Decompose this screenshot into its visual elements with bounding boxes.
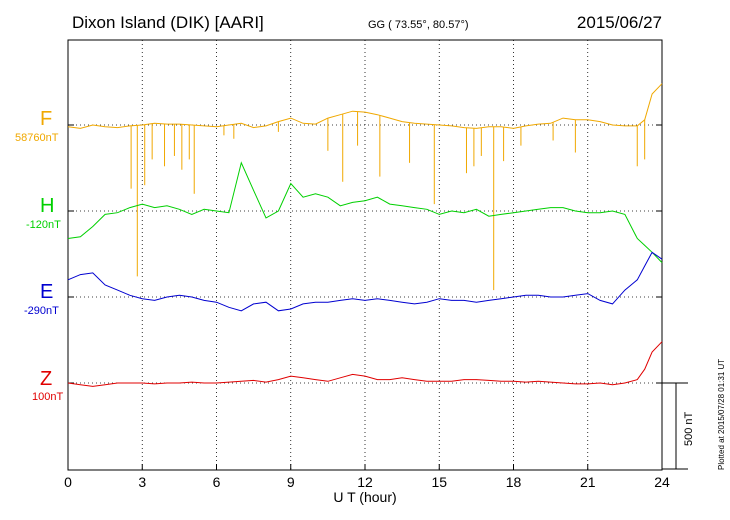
- scale-bar: 500 nT: [662, 382, 695, 470]
- x-tick-label: 12: [357, 474, 373, 490]
- channel-label-z: Z: [40, 368, 52, 390]
- channel-label-f: F: [40, 108, 52, 130]
- x-tick-label: 9: [287, 474, 295, 490]
- channel-labels: F 58760nT H -120nT E -290nT Z 100nT: [15, 108, 63, 403]
- grid-verticals: [141, 40, 589, 470]
- baseline-label-e: -290nT: [24, 305, 59, 317]
- baseline-label-z: 100nT: [32, 391, 63, 403]
- x-tick-label: 21: [580, 474, 596, 490]
- series-line-f: [67, 83, 663, 129]
- baseline-label-h: -120nT: [26, 219, 61, 231]
- x-tick-label: 0: [64, 474, 72, 490]
- baselines: [68, 124, 662, 384]
- series-line-e: [67, 251, 663, 312]
- coords-label: GG ( 73.55°, 80.57°): [368, 19, 469, 31]
- date-label: 2015/06/27: [577, 13, 662, 32]
- series-line-z: [67, 341, 663, 387]
- x-ticks: 0 3 6 9 12 15 18 21 24: [64, 464, 670, 490]
- x-tick-label: 15: [431, 474, 447, 490]
- series-layer: [67, 83, 663, 387]
- baseline-label-f: 58760nT: [15, 132, 59, 144]
- scale-bar-label: 500 nT: [683, 411, 695, 446]
- x-tick-label: 6: [213, 474, 221, 490]
- plotted-timestamp: Plotted at 2015/07/28 01:31 UT: [717, 359, 726, 470]
- x-axis-label: U T (hour): [333, 489, 396, 505]
- channel-label-h: H: [40, 195, 54, 217]
- x-tick-label: 18: [506, 474, 522, 490]
- x-tick-label: 24: [654, 474, 670, 490]
- station-title: Dixon Island (DIK) [AARI]: [72, 13, 264, 32]
- series-line-h: [67, 161, 663, 263]
- x-tick-label: 3: [138, 474, 146, 490]
- channel-label-e: E: [40, 281, 53, 303]
